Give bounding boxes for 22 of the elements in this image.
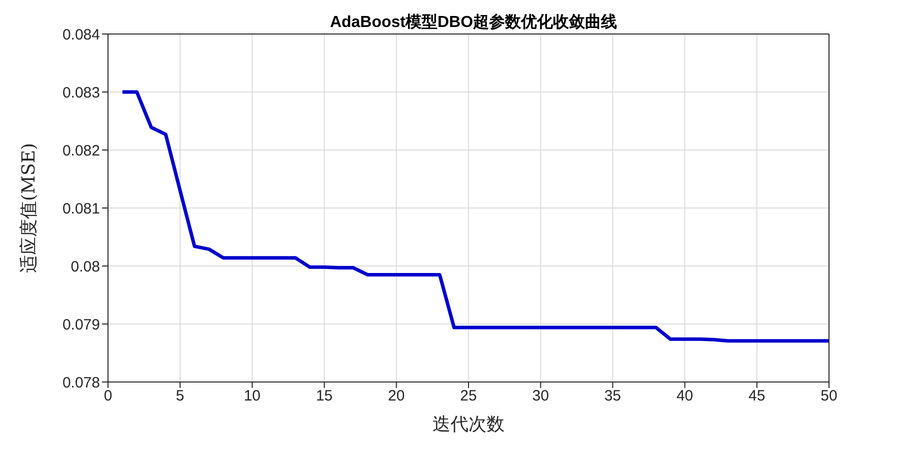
x-tick-label: 0 [104, 388, 112, 405]
x-tick-label: 45 [748, 388, 766, 405]
x-tick-label: 30 [532, 388, 549, 405]
x-tick-label: 50 [820, 388, 838, 405]
y-tick-label: 0.08 [70, 258, 100, 276]
y-tick-label: 0.082 [62, 142, 100, 160]
chart-title: AdaBoost模型DBO超参数优化收敛曲线 [328, 12, 618, 33]
line-series [120, 90, 829, 343]
y-tick-label: 0.079 [62, 316, 100, 334]
y-tick-label: 0.078 [62, 374, 100, 392]
y-tick-label: 0.084 [62, 26, 100, 44]
y-tick-label: 0.083 [62, 84, 100, 102]
x-tick-label: 5 [176, 388, 184, 405]
x-tick-label: 10 [244, 388, 261, 405]
x-tick-label: 35 [604, 388, 622, 405]
x-axis-title: 迭代次数 [432, 414, 504, 435]
x-tick-label: 25 [460, 388, 477, 405]
x-tick-label: 40 [676, 388, 694, 405]
y-tick-label: 0.081 [62, 200, 100, 218]
x-tick-label: 20 [388, 388, 405, 405]
x-tick-label: 15 [316, 388, 333, 405]
y-axis-title: 适应度值(MSE) [18, 143, 40, 273]
